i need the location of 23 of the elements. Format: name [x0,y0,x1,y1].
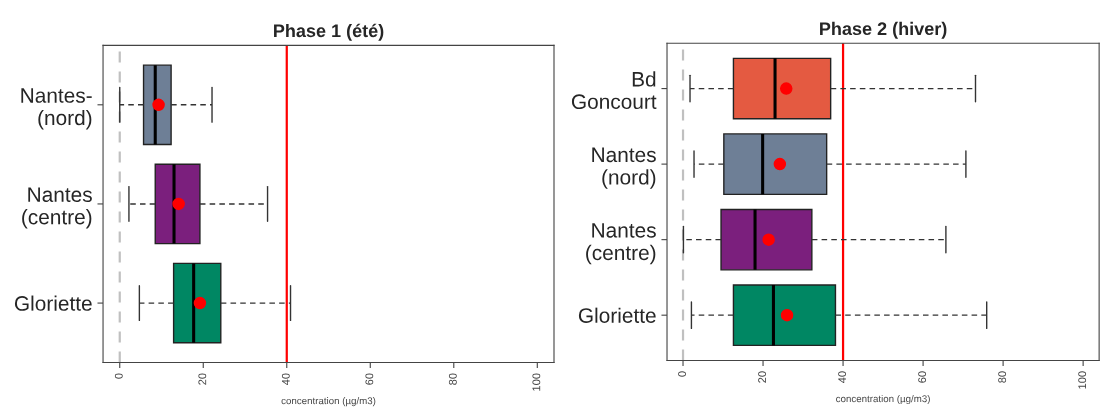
x-tick-label: 40 [281,373,290,386]
x-axis-title: concentration (µg/m3) [836,395,930,405]
x-tick-label: 60 [365,373,374,385]
x-axis-title: concentration (µg/m3) [281,397,376,407]
x-tick-label: 80 [448,373,457,385]
y-tick-label: Gloriette [14,295,92,311]
x-tick-label: 20 [758,371,767,383]
x-tick-label: 40 [838,371,847,384]
y-tick-label: Nantes- (nord) [21,88,92,130]
x-tick-label: 80 [998,371,1007,383]
y-tick-label: Nantes (centre) [586,223,656,265]
x-tick-label: 0 [678,371,686,377]
x-tick-label: 0 [114,373,123,379]
y-tick-label: Nantes (centre) [22,187,92,229]
chart-title: Phase 1 (été) [274,23,384,41]
x-tick-label: 60 [918,371,927,383]
chart-title: Phase 2 (hiver) [820,21,947,39]
y-tick-label: Gloriette [578,307,656,323]
x-tick-label: 20 [198,373,207,385]
y-tick-label: Bd Goncourt [571,71,657,110]
y-tick-label: Nantes (nord) [592,147,656,189]
x-tick-label: 100 [1078,371,1087,389]
x-tick-label: 100 [532,373,541,391]
